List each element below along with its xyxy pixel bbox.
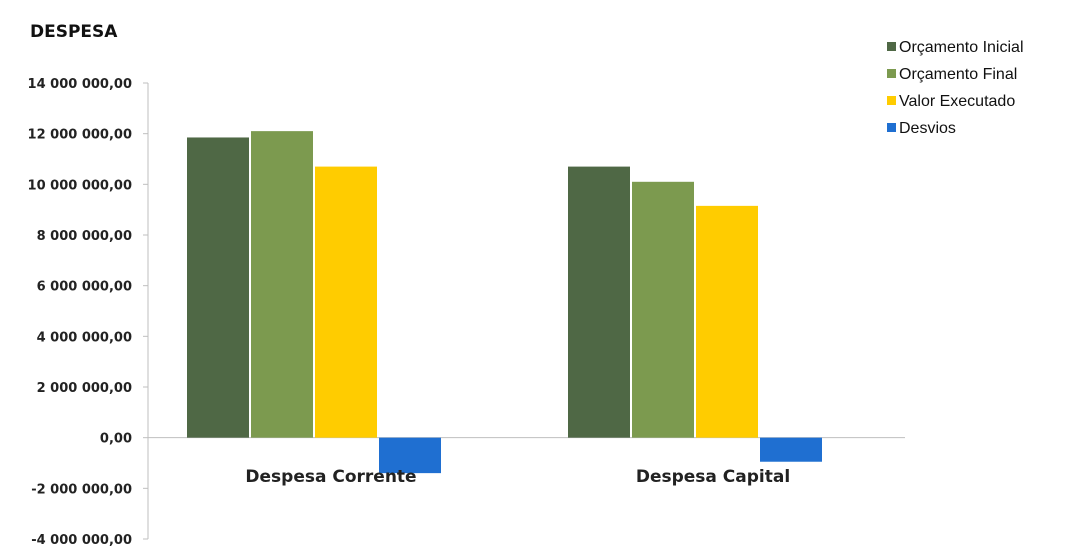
legend-item: Orçamento Final <box>887 66 1017 83</box>
y-tick-label: 2 000 000,00 <box>37 381 132 396</box>
legend-item: Orçamento Inicial <box>887 39 1024 56</box>
y-tick-label: 8 000 000,00 <box>37 229 132 244</box>
legend-swatch <box>887 96 896 105</box>
legend-swatch <box>887 69 896 78</box>
bar <box>632 181 694 438</box>
y-tick-label: 0,00 <box>100 432 132 447</box>
legend-label: Desvios <box>899 120 956 137</box>
y-tick-label: 12 000 000,00 <box>28 128 132 143</box>
bar <box>187 137 249 438</box>
legend-label: Orçamento Final <box>899 66 1017 83</box>
legend-item: Valor Executado <box>887 93 1015 110</box>
category-label: Despesa Capital <box>636 467 790 487</box>
legend-label: Valor Executado <box>899 93 1015 110</box>
y-axis: 14 000 000,00 12 000 000,00 10 000 000,00 8… <box>28 77 905 547</box>
y-tick-label: -4 000 000,00 <box>31 533 132 547</box>
y-tick-label: 6 000 000,00 <box>37 280 132 295</box>
bar <box>379 437 441 474</box>
bar <box>315 166 377 438</box>
category-label: Despesa Corrente <box>245 467 416 487</box>
bar <box>568 166 630 438</box>
legend-label: Orçamento Inicial <box>899 39 1024 56</box>
y-tick-label: 4 000 000,00 <box>37 330 132 345</box>
chart-title: DESPESA <box>30 22 118 42</box>
bar <box>760 437 822 462</box>
y-tick-label: 10 000 000,00 <box>28 178 132 193</box>
legend-item: Desvios <box>887 120 956 137</box>
bar <box>251 131 313 438</box>
legend-swatch <box>887 123 896 132</box>
category-labels: Despesa Corrente Despesa Capital <box>245 467 790 487</box>
y-tick-label: -2 000 000,00 <box>31 482 132 497</box>
bar <box>696 205 758 438</box>
bars <box>187 131 822 474</box>
y-tick-label: 14 000 000,00 <box>28 77 132 92</box>
legend: Orçamento Inicial Orçamento Final Valor Ex… <box>887 39 1024 137</box>
legend-swatch <box>887 42 896 51</box>
